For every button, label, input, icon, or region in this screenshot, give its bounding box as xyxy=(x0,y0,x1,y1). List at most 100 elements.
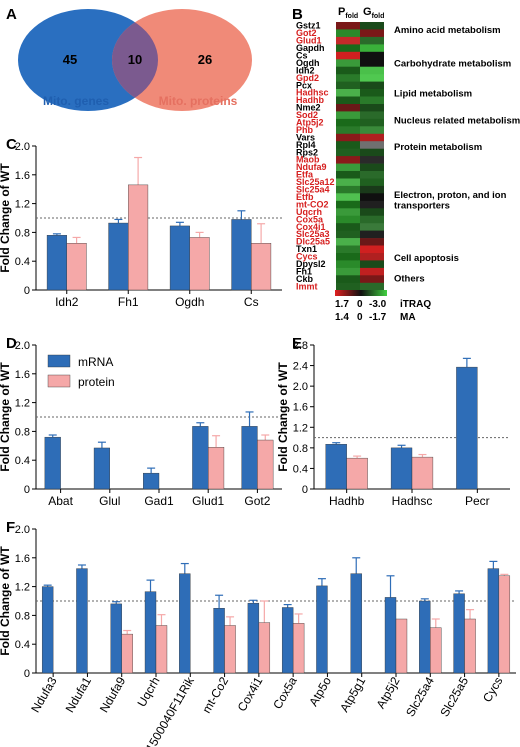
heatmap-gene-label: Dlc25a5 xyxy=(296,237,330,247)
x-tick-label: Slc25a5 xyxy=(437,674,471,719)
heatmap-cell-gfold xyxy=(360,223,384,231)
heatmap-cell-pfold xyxy=(336,66,360,75)
legend-label-protein: protein xyxy=(78,375,115,389)
heatmap-cell-gfold xyxy=(360,282,384,291)
heatmap-cell-gfold xyxy=(360,96,384,105)
y-tick-label: 0.4 xyxy=(15,639,30,651)
heatmap-cell-gfold xyxy=(360,89,384,97)
heatmap-cell-gfold xyxy=(360,104,384,112)
heatmap-category-label: Cell apoptosis xyxy=(394,253,459,264)
heatmap-cell-pfold xyxy=(336,223,360,231)
bar-mrna xyxy=(143,472,160,490)
heatmap-cell-gfold xyxy=(360,245,384,254)
scale-ma-low: -1.7 xyxy=(369,312,387,323)
heatmap-cell-gfold xyxy=(360,193,384,202)
scale-ma-label: MA xyxy=(400,312,416,323)
y-tick-label: 0.4 xyxy=(293,463,308,475)
y-tick-label: 0.4 xyxy=(15,256,30,268)
heatmap-gene-label: Cox4i1 xyxy=(296,222,326,232)
y-tick-label: 1.2 xyxy=(15,582,30,594)
bar-protein xyxy=(430,627,442,674)
heatmap-cell-pfold xyxy=(336,96,360,105)
heatmap-cell-gfold xyxy=(360,22,384,30)
heatmap-cell-gfold xyxy=(360,81,384,90)
heatmap-cell-pfold xyxy=(336,89,360,97)
heatmap-cell-pfold xyxy=(336,230,360,239)
bar-mrna xyxy=(44,436,61,490)
heatmap-gene-label: Vars xyxy=(296,132,315,142)
heatmap-gene-label: Uqcrh xyxy=(296,207,322,217)
x-tick-label: mt-Co2 xyxy=(199,674,231,715)
scale-ma-high: 1.4 xyxy=(335,312,349,323)
y-tick-label: 1.2 xyxy=(293,422,308,434)
heatmap-gene-label: Immt xyxy=(296,281,318,291)
venn-left-label: Mito. genes xyxy=(43,94,109,108)
heatmap-cell-pfold xyxy=(336,275,360,284)
y-tick-label: 0 xyxy=(24,668,30,680)
y-tick-label: 1.6 xyxy=(293,402,308,414)
heatmap-gene-label: Sod2 xyxy=(296,110,318,120)
y-tick-label: 1.6 xyxy=(15,170,30,182)
heatmap-cell-pfold xyxy=(336,238,360,246)
header-gfold: Gfold xyxy=(363,6,384,20)
heatmap-cell-pfold xyxy=(336,74,360,82)
x-tick-label: Ndufa3 xyxy=(28,674,60,715)
heatmap: Gstz1Got2Glud1GapdhCsOgdhIdh2Gpd2PcxHadh… xyxy=(296,21,384,291)
y-tick-label: 2.4 xyxy=(293,361,308,373)
heatmap-cell-gfold xyxy=(360,29,384,38)
heatmap-gene-label: Cs xyxy=(296,51,308,61)
heatmap-category-label: Nucleus related metabolism xyxy=(394,115,520,126)
bar-mrna xyxy=(316,585,328,674)
heatmap-cell-pfold xyxy=(336,59,360,68)
bar-mrna xyxy=(108,222,129,291)
bar-protein xyxy=(346,457,368,490)
y-tick-label: 0.8 xyxy=(15,227,30,239)
heatmap-cell-pfold xyxy=(336,245,360,254)
heatmap-gene-label: Hadhb xyxy=(296,95,325,105)
bar-mrna xyxy=(76,568,88,674)
heatmap-gene-label: Etfa xyxy=(296,170,314,180)
y-tick-label: 2.0 xyxy=(15,524,30,536)
heatmap-cell-pfold xyxy=(336,141,360,149)
x-tick-label: Cs xyxy=(244,295,259,309)
x-tick-label: Cox5a xyxy=(270,674,300,711)
bar-mrna xyxy=(281,607,294,674)
x-tick-label: Got2 xyxy=(244,494,270,508)
bar-mrna xyxy=(350,573,362,674)
bar-mrna xyxy=(487,568,500,674)
heatmap-cell-gfold xyxy=(360,260,384,269)
heatmap-gene-label: Pcx xyxy=(296,80,312,90)
heatmap-cell-pfold xyxy=(336,29,360,38)
y-tick-label: 2.8 xyxy=(293,340,308,352)
heatmap-gene-label: Ogdh xyxy=(296,58,320,68)
heatmap-category-label: Electron, proton, and ion xyxy=(394,190,507,201)
bar-mrna xyxy=(213,608,225,674)
y-tick-label: 2.0 xyxy=(293,381,308,393)
heatmap-category-label: Others xyxy=(394,273,425,284)
heatmap-cell-gfold xyxy=(360,111,384,120)
y-axis-label: Fold Change of WT xyxy=(0,163,12,273)
y-tick-label: 0 xyxy=(24,484,30,496)
x-tick-label: Cycs xyxy=(480,675,505,705)
scale-itraq-high: 1.7 xyxy=(335,299,349,310)
heatmap-gene-label: Rps2 xyxy=(296,147,318,157)
heatmap-cell-gfold xyxy=(360,171,384,179)
heatmap-cell-pfold xyxy=(336,178,360,187)
heatmap-category-label: Lipid metabolism xyxy=(394,89,472,100)
x-tick-label: Ndufa9 xyxy=(97,674,129,715)
y-tick-label: 0.8 xyxy=(15,426,30,438)
heatmap-gene-label: Atp5j2 xyxy=(296,118,324,128)
bar-protein xyxy=(66,242,87,291)
heatmap-cell-gfold xyxy=(360,275,384,284)
legend-swatch-mrna xyxy=(47,354,71,368)
x-tick-label: Ogdh xyxy=(175,295,204,309)
legend-label-mrna: mRNA xyxy=(78,355,113,369)
y-tick-label: 0.8 xyxy=(15,610,30,622)
venn-overlap xyxy=(112,9,158,111)
x-tick-label: Atp5j2 xyxy=(373,674,402,711)
x-tick-label: Abat xyxy=(48,494,73,508)
y-tick-label: 2.0 xyxy=(15,340,30,352)
heatmap-cell-pfold xyxy=(336,118,360,127)
